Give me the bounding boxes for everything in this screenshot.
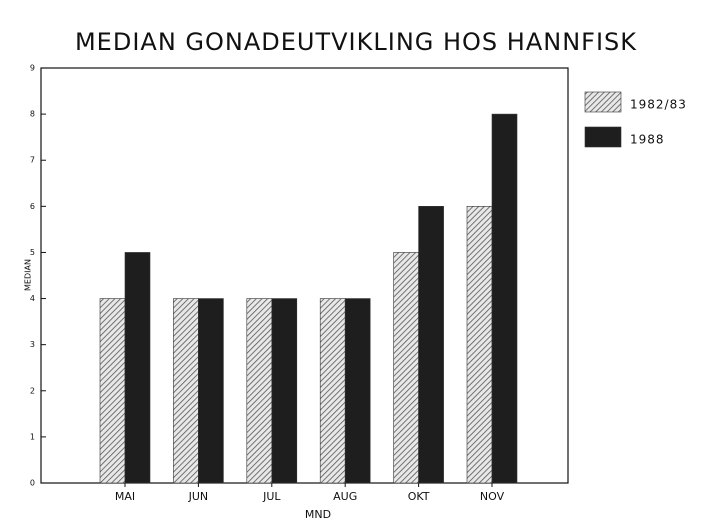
y-tick-label: 3	[30, 340, 35, 349]
plot-frame	[40, 67, 569, 484]
legend-label: 1988	[630, 133, 665, 147]
bar	[319, 298, 346, 484]
y-tick-label: 2	[30, 386, 35, 395]
y-tick-label: 8	[30, 110, 35, 119]
x-tick-label: MAI	[115, 490, 135, 503]
y-tick-label: 5	[30, 248, 35, 257]
bar	[246, 298, 273, 484]
bar	[198, 298, 224, 484]
x-tick-label: NOV	[480, 490, 505, 503]
x-axis-label: MND	[305, 508, 331, 521]
y-axis-label: MEDIAN	[24, 259, 33, 291]
bar	[271, 298, 298, 484]
bar	[173, 298, 199, 484]
legend-swatch	[584, 91, 622, 113]
bar	[344, 298, 371, 484]
bar	[418, 206, 444, 484]
y-tick-label: 9	[30, 64, 35, 73]
legend-label: 1982/83	[630, 98, 687, 112]
y-tick-label: 7	[30, 156, 35, 165]
bar	[99, 298, 126, 484]
bar	[491, 113, 518, 484]
x-tick-label: OKT	[408, 490, 430, 503]
y-tick-label: 6	[30, 202, 35, 211]
chart-title: MEDIAN GONADEUTVIKLING HOS HANNFISK	[75, 28, 637, 56]
legend-swatch	[584, 126, 622, 148]
x-tick-label: AUG	[333, 490, 357, 503]
y-tick-label: 1	[30, 432, 35, 441]
bar	[124, 252, 151, 484]
bar	[393, 252, 419, 484]
y-tick-label: 4	[30, 294, 35, 303]
x-tick-label: JUN	[188, 490, 209, 503]
y-tick-label: 0	[30, 479, 35, 488]
x-tick-label: JUL	[262, 490, 281, 503]
bar	[466, 206, 493, 484]
